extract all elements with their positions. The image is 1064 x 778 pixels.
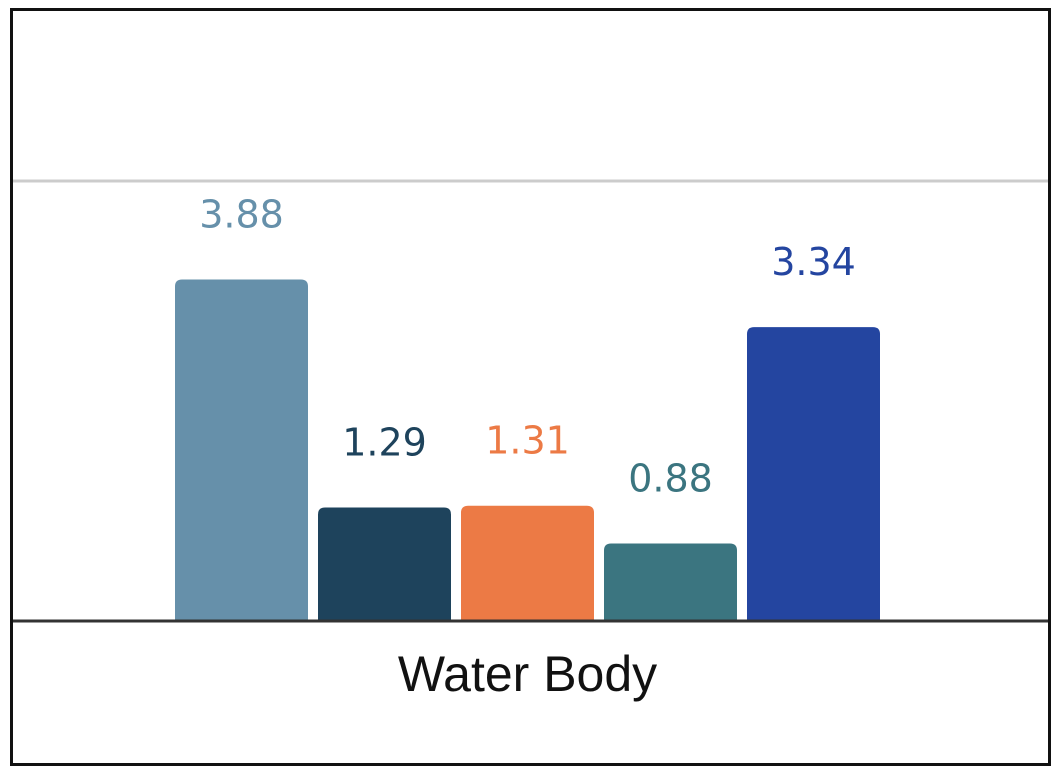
data-label-3: 0.88 [628, 457, 713, 501]
data-label-1: 1.29 [342, 420, 427, 464]
bar-1 [318, 507, 451, 621]
bars [175, 279, 880, 621]
data-label-2: 1.31 [485, 419, 570, 463]
bar-2 [461, 505, 594, 621]
x-category-label: Water Body [398, 646, 657, 702]
bar-3 [604, 543, 737, 621]
bar-chart: 3.88 1.29 1.31 0.88 3.34 Water Body [13, 179, 1048, 702]
bar-0 [175, 279, 308, 621]
chart-frame: 3.88 1.29 1.31 0.88 3.34 Water Body [10, 8, 1051, 766]
data-label-0: 3.88 [199, 193, 284, 237]
bar-4 [747, 327, 880, 621]
data-label-4: 3.34 [771, 240, 856, 284]
data-labels: 3.88 1.29 1.31 0.88 3.34 [199, 193, 856, 501]
